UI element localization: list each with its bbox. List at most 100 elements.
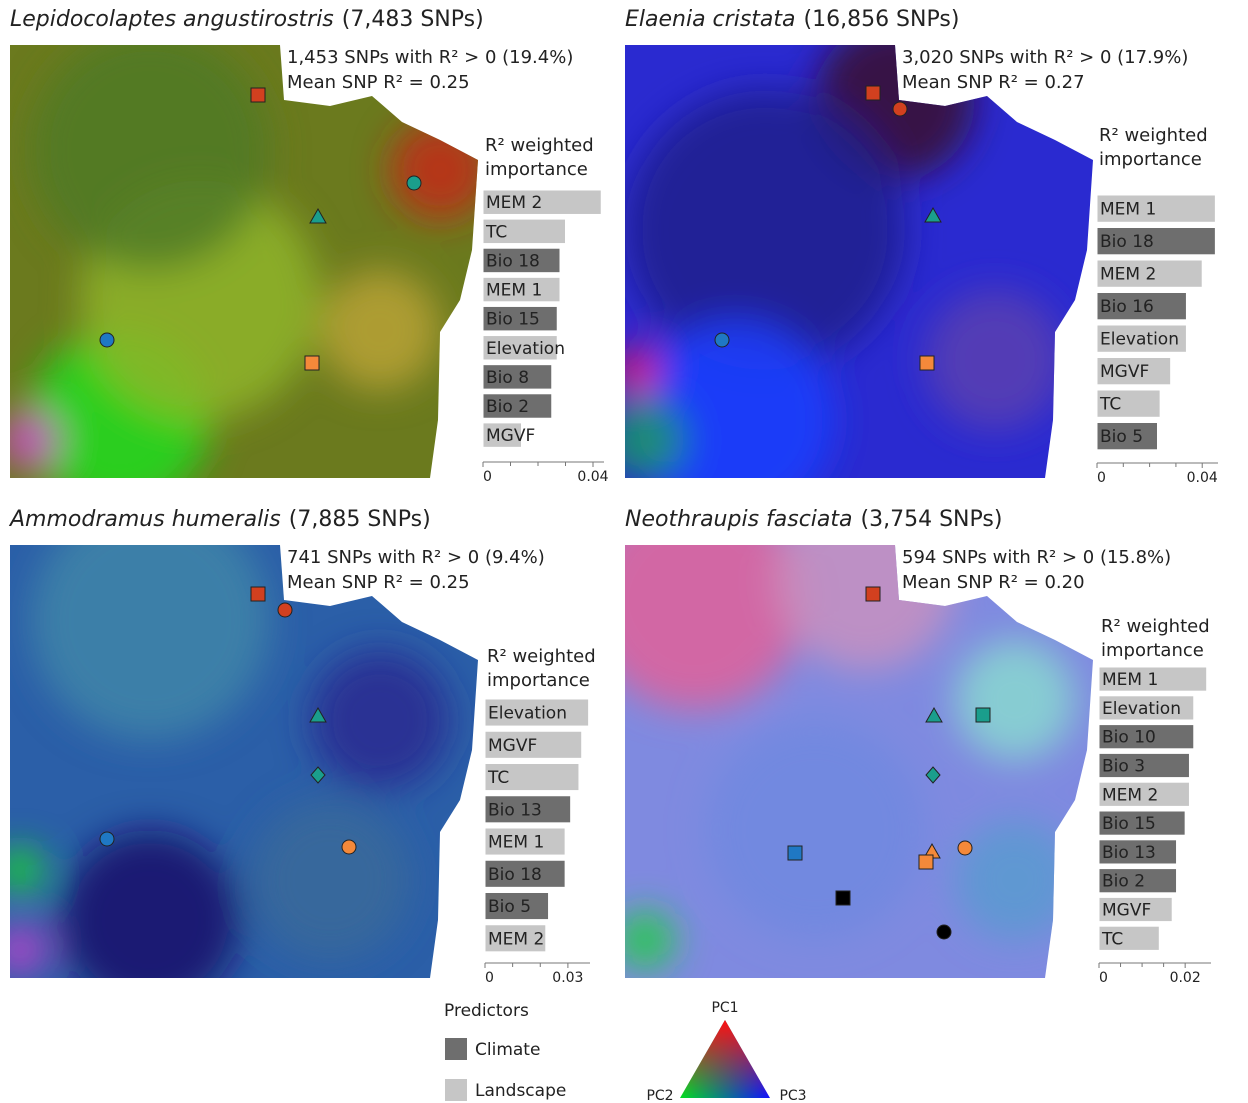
site-marker <box>958 841 972 855</box>
snp-count: (7,483 SNPs) <box>342 7 484 32</box>
key-label: PC2 <box>646 1088 673 1103</box>
axis-title: importance <box>1099 149 1202 170</box>
bar-label: MEM 2 <box>486 193 542 213</box>
bar-label: MGVF <box>1100 362 1149 382</box>
axis-title: R² weighted <box>485 135 594 156</box>
legend-label: Climate <box>475 1040 540 1060</box>
map-region <box>605 400 685 480</box>
bar-label: Elevation <box>1102 699 1181 719</box>
site-marker <box>407 176 421 190</box>
panel-title: Neothraupis fasciata(3,754 SNPs) <box>625 507 1002 532</box>
bar-label: Bio 16 <box>1100 297 1154 317</box>
bar-label: MGVF <box>486 426 535 446</box>
species-name: Elaenia cristata <box>625 7 796 32</box>
bar-label: MEM 1 <box>486 281 542 301</box>
bar-label: TC <box>485 222 507 242</box>
map-region <box>615 910 675 970</box>
annotation: Mean SNP R² = 0.27 <box>902 72 1085 93</box>
legend-swatch <box>445 1038 467 1060</box>
site-marker <box>866 86 880 100</box>
bar-label: Elevation <box>488 704 567 724</box>
species-name: Ammodramus humeralis <box>8 507 281 532</box>
map-region <box>705 720 925 940</box>
map-region <box>320 270 440 390</box>
panel: Lepidocolaptes angustirostris (7,483 SNPs… <box>0 7 609 510</box>
bar-label: Bio 5 <box>488 897 531 917</box>
site-marker <box>919 855 933 869</box>
site-marker <box>836 891 850 905</box>
panel: Ammodramus humeralis (7,885 SNPs) 741 SNPs… <box>0 500 596 1010</box>
site-marker <box>937 925 951 939</box>
axis-title: importance <box>1101 640 1204 661</box>
map-region <box>250 800 410 960</box>
bar-label: Bio 15 <box>1102 814 1156 834</box>
map-region <box>613 348 657 392</box>
axis-title: R² weighted <box>1101 616 1210 637</box>
axis-title: importance <box>487 670 590 691</box>
annotation: 3,020 SNPs with R² > 0 (17.9%) <box>902 47 1188 68</box>
panel: Elaenia cristata(16,856 SNPs)3,020 SNPs … <box>605 7 1218 520</box>
site-marker <box>251 88 265 102</box>
bar-label: Elevation <box>486 339 565 359</box>
bar-label: Bio 13 <box>488 800 542 820</box>
bar-label: Bio 18 <box>488 865 542 885</box>
bar-label: Bio 15 <box>486 310 540 330</box>
site-marker <box>715 333 729 347</box>
bar-label: Bio 18 <box>486 251 540 271</box>
key-label: PC1 <box>711 1000 738 1016</box>
x-tick-label: 0.02 <box>1170 970 1201 986</box>
site-marker <box>100 832 114 846</box>
x-tick-label: 0.04 <box>577 469 608 485</box>
map <box>0 30 490 510</box>
site-marker <box>893 102 907 116</box>
x-tick-label: 0 <box>483 469 492 485</box>
map-region <box>30 30 270 270</box>
species-name: Lepidocolaptes angustirostris <box>10 7 334 32</box>
axis-title: R² weighted <box>487 646 596 667</box>
annotation: 1,453 SNPs with R² > 0 (19.4%) <box>287 47 573 68</box>
map-region <box>310 650 450 790</box>
map-region <box>390 120 490 220</box>
snp-count: (7,885 SNPs) <box>289 507 431 532</box>
site-marker <box>342 840 356 854</box>
legend-label: Landscape <box>475 1081 566 1101</box>
annotation: 741 SNPs with R² > 0 (9.4%) <box>287 547 545 568</box>
site-marker <box>100 333 114 347</box>
bar-label: MEM 1 <box>488 833 544 853</box>
species-name: Neothraupis fasciata <box>625 507 853 532</box>
panel: Neothraupis fasciata(3,754 SNPs) 594 SNPs… <box>585 490 1211 986</box>
color-key: PC1 PC2 PC3 <box>646 1000 806 1103</box>
bar-label: Bio 18 <box>1100 232 1154 252</box>
map-region <box>955 820 1075 940</box>
bar-label: Elevation <box>1100 330 1179 350</box>
site-marker <box>278 603 292 617</box>
map-region <box>60 830 240 1010</box>
axis-title: importance <box>485 159 588 180</box>
panel-title: Lepidocolaptes angustirostris (7,483 SNPs… <box>10 7 484 32</box>
bar-label: MGVF <box>1102 900 1151 920</box>
site-marker <box>251 587 265 601</box>
legend-title: Predictors <box>444 1001 529 1021</box>
map-region <box>30 500 270 740</box>
site-marker <box>788 846 802 860</box>
bar-label: MEM 2 <box>488 929 544 949</box>
panel-title: Ammodramus humeralis (7,885 SNPs) <box>8 507 431 532</box>
bar-label: Bio 2 <box>486 397 529 417</box>
figure: PC1 PC2 PC3 Predictors Climate Landscape… <box>0 0 1248 1103</box>
bar-label: TC <box>1101 929 1123 949</box>
legend-swatch <box>445 1079 467 1101</box>
site-marker <box>920 356 934 370</box>
site-marker <box>976 708 990 722</box>
map-region <box>955 640 1075 760</box>
site-marker <box>866 587 880 601</box>
annotation: 594 SNPs with R² > 0 (15.8%) <box>902 547 1171 568</box>
bar-label: TC <box>1099 395 1121 415</box>
site-marker <box>305 356 319 370</box>
bar-label: Bio 2 <box>1102 872 1145 892</box>
annotation: Mean SNP R² = 0.25 <box>287 72 470 93</box>
key-label: PC3 <box>779 1088 806 1103</box>
bar-label: MGVF <box>488 736 537 756</box>
annotation: Mean SNP R² = 0.20 <box>902 572 1085 593</box>
bar-label: MEM 2 <box>1100 265 1156 285</box>
x-tick-label: 0 <box>1097 470 1106 486</box>
